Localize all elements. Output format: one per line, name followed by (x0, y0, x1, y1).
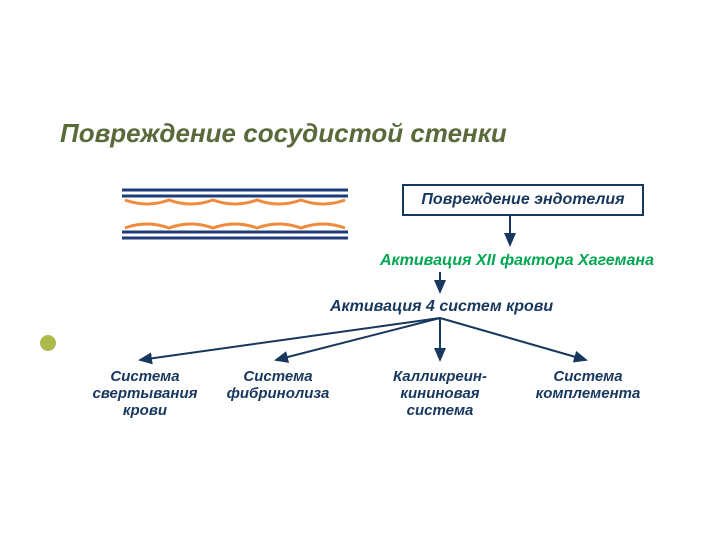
flow-arrows (0, 0, 720, 540)
vessel-illustration (120, 186, 350, 242)
endothelium-damage-box: Повреждение эндотелия (402, 184, 644, 216)
slide-title: Повреждение сосудистой стенки (60, 118, 507, 149)
system-kallikrein-label: Калликреин- кининовая система (380, 368, 500, 419)
four-systems-label: Активация 4 систем крови (330, 298, 553, 316)
system-coagulation-label: Система свертывания крови (80, 368, 210, 419)
hageman-activation-label: Активация XII фактора Хагемана (380, 252, 654, 270)
system-complement-label: Система комплемента (528, 368, 648, 402)
bullet-dot (40, 335, 56, 351)
system-fibrinolysis-label: Система фибринолиза (218, 368, 338, 402)
